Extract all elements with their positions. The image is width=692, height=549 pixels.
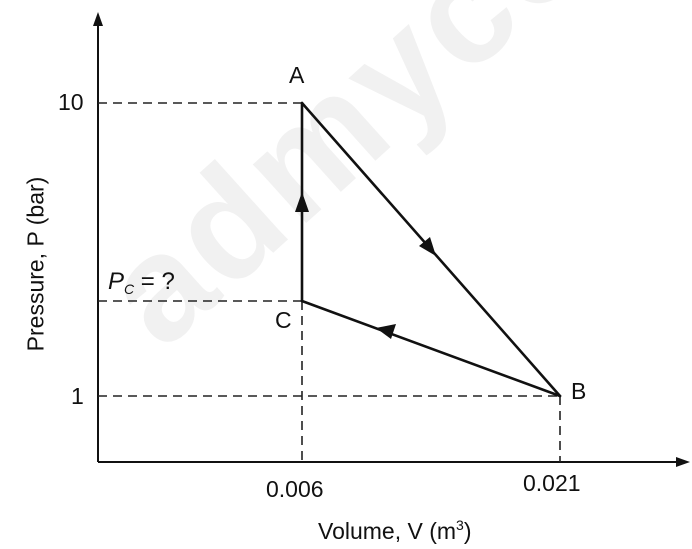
process-b-to-c	[300, 299, 562, 398]
x-tick-0006: 0.006	[266, 476, 324, 502]
x-axis-label: Volume, V (m3)	[318, 518, 472, 543]
x-axis-label-prefix: Volume, V (m	[318, 518, 457, 544]
y-axis-arrow-icon	[93, 12, 103, 26]
x-axis-label-suffix: )	[463, 518, 472, 544]
y-tick-10: 10	[58, 89, 84, 115]
y-tick-1: 1	[71, 383, 84, 409]
pc-sub: C	[124, 281, 135, 297]
pc-label: PC = ?	[108, 268, 175, 297]
pc-main: P	[108, 268, 125, 295]
x-axis-arrow-icon	[676, 457, 690, 467]
point-c-label: C	[275, 307, 292, 333]
pc-rest: = ?	[134, 268, 175, 295]
arrow-down-right-icon	[419, 237, 436, 256]
x-axis-label-sup: 3	[456, 517, 464, 533]
point-a-label: A	[289, 62, 305, 88]
arrow-left-icon	[376, 324, 396, 339]
y-axis-label: Pressure, P (bar)	[22, 176, 49, 352]
point-b-label: B	[571, 378, 587, 404]
arrow-up-icon	[295, 192, 309, 212]
x-tick-0021: 0.021	[523, 470, 581, 496]
